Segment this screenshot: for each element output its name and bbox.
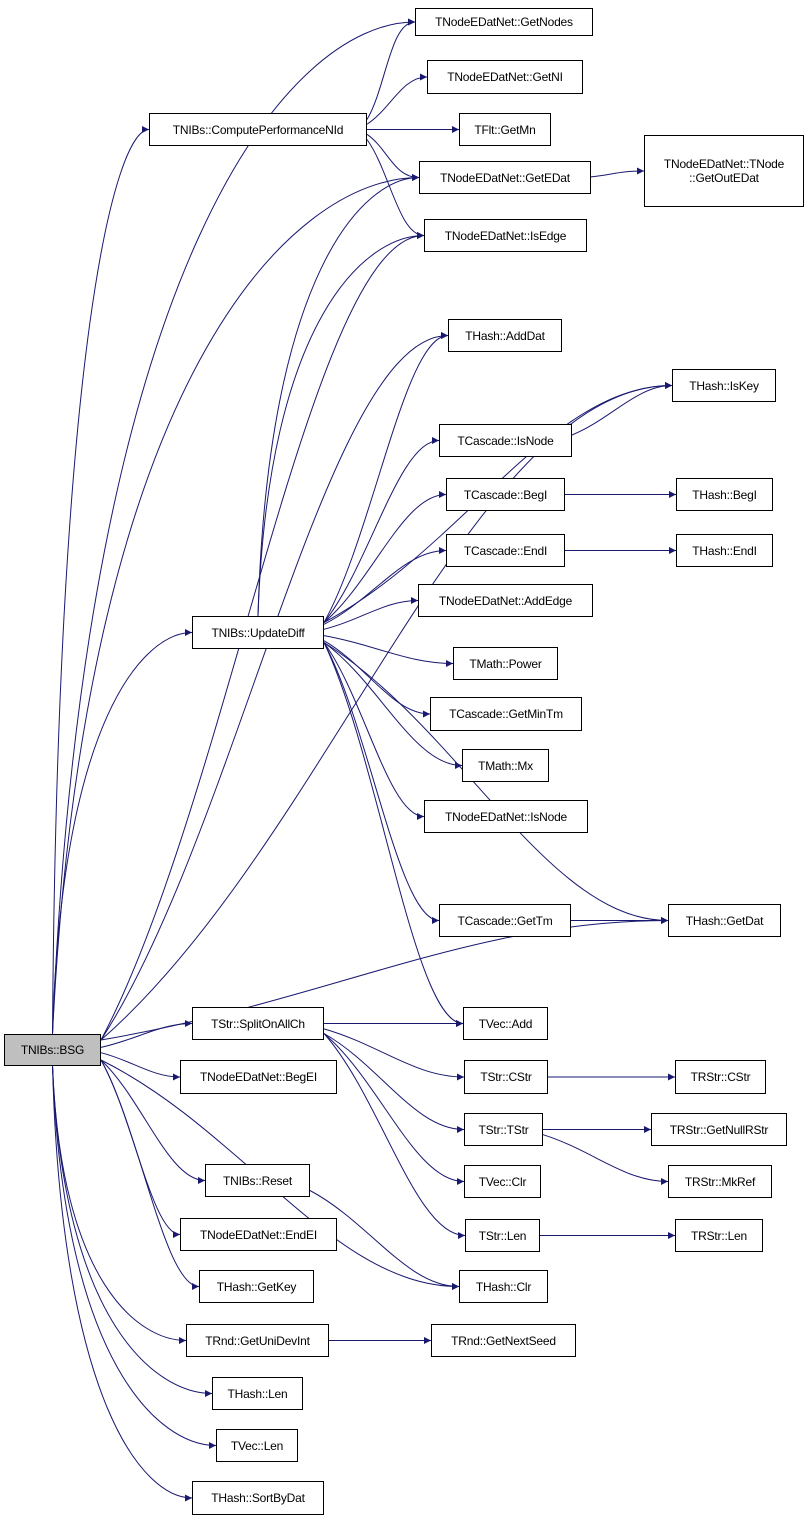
edge-getedat-to-getoutedat [590, 167, 645, 178]
edge-updatediff-to-casbegi [323, 491, 447, 623]
node-casbegi[interactable]: TCascade::BegI [446, 478, 565, 511]
edge-casisnode-to-iskey [571, 382, 673, 436]
edge-bsg-to-iskey [100, 382, 673, 1041]
node-endei[interactable]: TNodeEDatNet::EndEI [180, 1218, 337, 1251]
node-split[interactable]: TStr::SplitOnAllCh [192, 1007, 324, 1040]
edge-bsg-to-split [100, 1020, 193, 1048]
node-power[interactable]: TMath::Power [453, 647, 558, 680]
node-iskey[interactable]: THash::IsKey [672, 369, 776, 402]
edge-updatediff-to-power [323, 635, 454, 667]
node-updatediff[interactable]: TNIBs::UpdateDiff [192, 616, 324, 649]
node-strcstr[interactable]: TStr::CStr [464, 1060, 548, 1094]
edge-bsg-to-endei [100, 1059, 181, 1238]
edge-compute-to-getnodes [366, 18, 416, 120]
edge-bsg-to-begei [100, 1052, 181, 1081]
node-reset[interactable]: TNIBs::Reset [205, 1164, 310, 1197]
edge-compute-to-getni [366, 73, 428, 125]
node-nextseed[interactable]: TRnd::GetNextSeed [431, 1324, 576, 1357]
node-casendi[interactable]: TCascade::EndI [446, 534, 565, 567]
node-rstrlen[interactable]: TRStr::Len [675, 1219, 763, 1252]
node-gettm[interactable]: TCascade::GetTm [439, 904, 571, 937]
edge-bsg-to-getkey [100, 1059, 200, 1290]
edge-updatediff-to-getedat [257, 174, 420, 617]
node-getni[interactable]: TNodeEDatNet::GetNI [427, 60, 583, 94]
node-casisnode[interactable]: TCascade::IsNode [439, 424, 572, 457]
node-getmintm[interactable]: TCascade::GetMinTm [430, 697, 582, 731]
edge-strtstr-to-mkref [542, 1134, 669, 1185]
node-rstrcstr[interactable]: TRStr::CStr [675, 1060, 766, 1094]
node-isedge[interactable]: TNodeEDatNet::IsEdge [424, 219, 587, 252]
node-getnullrstr[interactable]: TRStr::GetNullRStr [651, 1113, 787, 1146]
node-adddat[interactable]: THash::AddDat [448, 319, 562, 352]
edge-bsg-to-updatediff [52, 629, 193, 1035]
node-netisnode[interactable]: TNodeEDatNet::IsNode [424, 800, 588, 833]
node-strlen[interactable]: TStr::Len [465, 1219, 540, 1252]
node-mkref[interactable]: TRStr::MkRef [668, 1165, 772, 1198]
edge-bsg-to-hashclr [100, 1059, 460, 1290]
edge-compute-to-isedge [366, 139, 425, 239]
edge-updatediff-to-gettm [323, 642, 440, 924]
edge-updatediff-to-mx [323, 642, 463, 769]
node-begei[interactable]: TNodeEDatNet::BegEI [180, 1060, 337, 1094]
node-getmn[interactable]: TFlt::GetMn [459, 113, 551, 146]
node-sortbydat[interactable]: THash::SortByDat [192, 1481, 324, 1515]
node-strtstr[interactable]: TStr::TStr [464, 1113, 543, 1146]
edge-bsg-to-isedge [100, 232, 425, 1041]
edge-bsg-to-getdat [100, 917, 669, 1041]
node-hashbegi[interactable]: THash::BegI [676, 478, 773, 511]
node-hashclr[interactable]: THash::Clr [459, 1270, 548, 1303]
edge-bsg-to-veclen [52, 1065, 217, 1449]
node-vecclr[interactable]: TVec::Clr [464, 1165, 541, 1198]
edge-split-to-strtstr [323, 1033, 465, 1133]
node-addedge[interactable]: TNodeEDatNet::AddEdge [418, 584, 593, 617]
edge-updatediff-to-addedge [323, 597, 419, 630]
edge-updatediff-to-getmintm [323, 640, 431, 718]
edge-bsg-to-unidevint [52, 1065, 187, 1344]
node-unidevint[interactable]: TRnd::GetUniDevInt [186, 1324, 329, 1357]
edge-updatediff-to-isedge [257, 232, 425, 617]
edge-reset-to-hashclr [309, 1190, 460, 1290]
edge-updatediff-to-casendi [323, 547, 447, 625]
node-getnodes[interactable]: TNodeEDatNet::GetNodes [415, 8, 593, 36]
edge-split-to-vecclr [323, 1033, 465, 1185]
edge-bsg-to-reset [100, 1059, 206, 1184]
edge-bsg-to-hashlen [52, 1065, 213, 1397]
node-mx[interactable]: TMath::Mx [462, 749, 549, 782]
edge-split-to-strlen [323, 1033, 466, 1239]
edge-bsg-to-sortbydat [52, 1065, 193, 1502]
node-veclen[interactable]: TVec::Len [216, 1429, 298, 1462]
node-hashendi[interactable]: THash::EndI [676, 534, 773, 567]
edge-split-to-strcstr [323, 1028, 465, 1081]
edge-bsg-to-adddat [100, 332, 449, 1041]
node-getoutedat[interactable]: TNodeEDatNet::TNode ::GetOutEDat [644, 135, 804, 207]
node-getedat[interactable]: TNodeEDatNet::GetEDat [419, 161, 591, 194]
edge-updatediff-to-casisnode [323, 437, 440, 623]
edge-bsg-to-getedat [52, 174, 420, 1035]
node-compute[interactable]: TNIBs::ComputePerformanceNId [149, 113, 367, 146]
edge-updatediff-to-vecadd [323, 642, 464, 1027]
node-getkey[interactable]: THash::GetKey [199, 1270, 314, 1303]
edge-updatediff-to-adddat [323, 332, 449, 623]
node-hashlen[interactable]: THash::Len [212, 1377, 303, 1410]
edge-bsg-to-compute [52, 126, 150, 1035]
node-bsg[interactable]: TNIBs::BSG [4, 1034, 101, 1066]
edge-compute-to-getedat [366, 133, 420, 181]
edge-bsg-to-getnodes [52, 18, 416, 1035]
node-getdat[interactable]: THash::GetDat [668, 904, 781, 937]
node-vecadd[interactable]: TVec::Add [463, 1007, 548, 1040]
edge-updatediff-to-netisnode [323, 642, 425, 820]
edge-updatediff-to-iskey [323, 382, 673, 623]
